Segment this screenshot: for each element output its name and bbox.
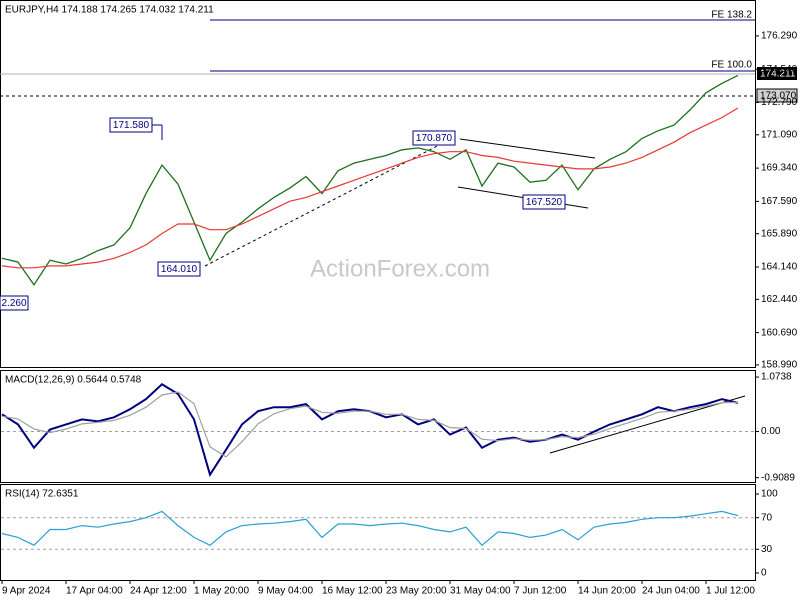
panel-title: MACD(12,26,9) 0.5644 0.5748: [5, 375, 142, 386]
series-line: [1, 510, 739, 547]
annotation-box: [157, 261, 201, 277]
header: EURJPY,H4 174.188 174.265 174.032 174.21…: [5, 5, 214, 16]
support-label: 173.070: [760, 91, 797, 102]
y-tick-label: 30: [761, 544, 773, 555]
x-tick-label: 1 Jul 12:00: [706, 586, 755, 597]
x-tick-label: 24 Apr 12:00: [130, 586, 187, 597]
y-tick-label: 158.990: [761, 360, 798, 371]
y-tick-label: 167.590: [761, 196, 798, 207]
y-tick-label: 165.890: [761, 228, 798, 239]
y-tick-label: 164.140: [761, 262, 798, 273]
channel-upper: [459, 138, 596, 159]
x-tick-label: 7 Jun 12:00: [514, 586, 567, 597]
series-line: [1, 74, 739, 287]
y-tick-label: 0.00: [761, 426, 781, 437]
x-tick-label: 1 May 20:00: [194, 586, 249, 597]
rsi-panel: [0, 484, 756, 581]
annotation: 170.870: [416, 133, 453, 144]
annotation: 171.580: [113, 120, 150, 131]
y-tick-label: 0: [761, 568, 767, 579]
y-tick-label: -0.9089: [761, 472, 795, 483]
panel-title: RSI(14) 72.6351: [5, 489, 79, 500]
x-tick-label: 31 May 04:00: [450, 586, 511, 597]
x-tick-label: 23 May 20:00: [386, 586, 447, 597]
series-line: [1, 391, 739, 458]
series-line: [1, 107, 739, 269]
y-tick-label: 174.540: [761, 64, 798, 75]
x-tick-label: 16 May 12:00: [322, 586, 383, 597]
y-tick-label: 176.290: [761, 31, 798, 42]
y-tick-label: 162.440: [761, 294, 798, 305]
fe-138-label: FE 138.2: [711, 10, 752, 21]
macd-panel: [0, 370, 756, 483]
annotation: 167.520: [526, 197, 563, 208]
macd-trend-line: [549, 395, 746, 454]
annotation-box: [522, 194, 566, 210]
x-tick-label: 17 Apr 04:00: [66, 586, 123, 597]
fe-100-label: FE 100.0: [711, 60, 752, 71]
price-panel: [0, 0, 756, 368]
watermark: ActionForex.com: [310, 255, 490, 282]
y-tick-label: 70: [761, 512, 773, 523]
y-tick-label: 172.790: [761, 97, 798, 108]
current-price-tag: [757, 67, 797, 80]
y-tick-label: 160.690: [761, 327, 798, 338]
x-tick-label: 9 Apr 2024: [2, 586, 51, 597]
y-tick-label: 171.090: [761, 129, 798, 140]
x-tick-label: 9 May 04:00: [258, 586, 313, 597]
annotation-box: [0, 295, 29, 311]
annotation-box: [109, 117, 153, 133]
x-tick-label: 24 Jun 04:00: [642, 586, 700, 597]
current-price-label: 174.211: [760, 69, 796, 80]
support-tag: [756, 88, 798, 103]
x-tick-label: 14 Jun 20:00: [578, 586, 636, 597]
annotation: 164.010: [161, 264, 198, 275]
annotation: 2.260: [1, 298, 26, 309]
y-tick-label: 169.340: [761, 163, 798, 174]
annotation-box: [412, 130, 456, 146]
y-tick-label: 100: [761, 489, 778, 500]
y-tick-label: 1.0738: [761, 372, 792, 383]
